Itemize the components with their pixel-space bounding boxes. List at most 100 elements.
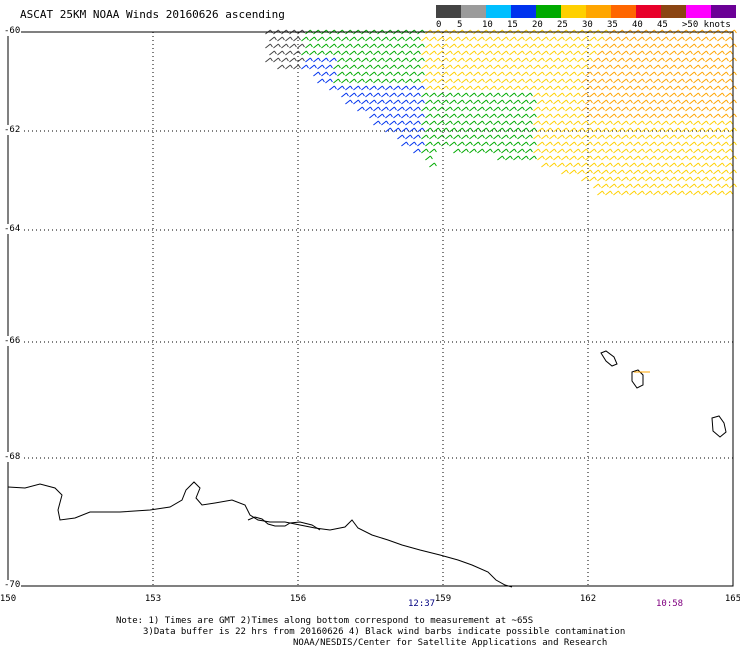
wind-barb xyxy=(521,113,529,119)
wind-barb xyxy=(469,120,477,126)
wind-barb xyxy=(489,113,497,119)
wind-barb xyxy=(637,50,645,56)
wind-barb xyxy=(621,92,629,98)
wind-barb xyxy=(725,162,733,168)
wind-barb xyxy=(621,36,629,42)
wind-barb xyxy=(477,78,485,84)
wind-barb xyxy=(441,141,449,147)
wind-barb xyxy=(713,141,721,147)
wind-barb xyxy=(585,43,593,49)
wind-barb xyxy=(389,36,397,42)
wind-barb xyxy=(637,92,645,98)
wind-barb xyxy=(433,141,441,147)
wind-barb xyxy=(681,57,689,63)
wind-barb xyxy=(489,43,497,49)
wind-barb xyxy=(509,50,517,56)
wind-barb xyxy=(705,85,713,91)
wind-barb xyxy=(665,99,673,105)
legend-label: 45 xyxy=(657,20,668,30)
wind-barb xyxy=(665,43,673,49)
wind-barb xyxy=(629,36,637,42)
wind-barb xyxy=(357,36,365,42)
wind-barb xyxy=(669,134,677,140)
wind-barb xyxy=(537,57,545,63)
wind-barb xyxy=(465,99,473,105)
wind-barb xyxy=(593,71,601,77)
wind-barb xyxy=(653,92,661,98)
wind-barb xyxy=(605,120,613,126)
wind-barb xyxy=(673,43,681,49)
wind-barb xyxy=(609,113,617,119)
wind-barb xyxy=(697,85,705,91)
wind-barb xyxy=(633,99,641,105)
wind-barb xyxy=(401,113,409,119)
wind-barb xyxy=(681,169,689,175)
wind-barb xyxy=(461,148,469,154)
wind-barb xyxy=(397,64,405,70)
wind-barb xyxy=(505,99,513,105)
wind-barb xyxy=(353,43,361,49)
wind-barb xyxy=(497,141,505,147)
wind-barb xyxy=(661,78,669,84)
wind-barb xyxy=(325,64,333,70)
wind-barb xyxy=(673,99,681,105)
wind-barb xyxy=(393,43,401,49)
wind-barb xyxy=(533,64,541,70)
wind-barb xyxy=(461,64,469,70)
wind-barb xyxy=(565,92,573,98)
wind-barb xyxy=(485,134,493,140)
wind-barb xyxy=(413,92,421,98)
balleny-island-south xyxy=(711,415,727,438)
wind-barb xyxy=(677,36,685,42)
wind-barb xyxy=(525,78,533,84)
wind-barb xyxy=(633,57,641,63)
wind-barb xyxy=(669,36,677,42)
wind-barb xyxy=(549,50,557,56)
wind-barb xyxy=(709,148,717,154)
wind-barb xyxy=(373,92,381,98)
wind-barb xyxy=(617,57,625,63)
wind-barb xyxy=(649,43,657,49)
wind-barb xyxy=(589,106,597,112)
wind-barb xyxy=(493,78,501,84)
wind-barb xyxy=(349,78,357,84)
wind-barb xyxy=(729,113,737,119)
wind-barb xyxy=(685,162,693,168)
wind-barb xyxy=(409,43,417,49)
wind-barb xyxy=(649,99,657,105)
wind-barb xyxy=(425,85,433,91)
wind-barb xyxy=(317,78,325,84)
wind-barb xyxy=(717,120,725,126)
wind-barb xyxy=(509,36,517,42)
wind-barb xyxy=(565,106,573,112)
wind-barb xyxy=(577,113,585,119)
wind-barb xyxy=(601,113,609,119)
wind-barb xyxy=(541,64,549,70)
wind-barb xyxy=(665,113,673,119)
wind-barb xyxy=(309,36,317,42)
wind-barb xyxy=(589,120,597,126)
wind-barb xyxy=(505,141,513,147)
wind-barb xyxy=(713,85,721,91)
wind-barb xyxy=(533,36,541,42)
wind-barb xyxy=(653,106,661,112)
wind-barb xyxy=(353,57,361,63)
legend-swatch xyxy=(711,5,736,18)
wind-barb xyxy=(289,43,297,49)
wind-barb xyxy=(693,64,701,70)
wind-barb xyxy=(429,50,437,56)
wind-barb xyxy=(449,141,457,147)
wind-barb xyxy=(293,64,301,70)
wind-barb xyxy=(385,99,393,105)
wind-barb xyxy=(721,57,729,63)
wind-barb xyxy=(673,57,681,63)
wind-barb xyxy=(525,106,533,112)
wind-barb xyxy=(545,99,553,105)
wind-barb xyxy=(501,50,509,56)
coast-inlet xyxy=(247,516,321,531)
wind-barb xyxy=(641,183,649,189)
wind-barb xyxy=(561,169,569,175)
wind-barb xyxy=(389,106,397,112)
wind-barb xyxy=(713,169,721,175)
wind-barb xyxy=(529,57,537,63)
